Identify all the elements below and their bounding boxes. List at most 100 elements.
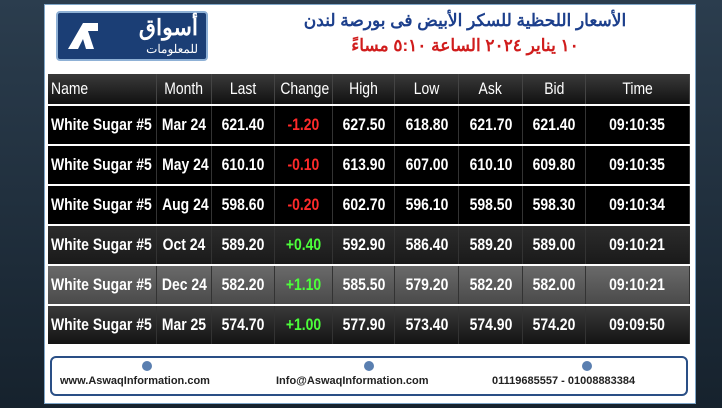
logo-text: أسواق <box>138 15 198 40</box>
table-cell: 598.60 <box>212 186 275 224</box>
phone-icon <box>582 361 592 371</box>
email: Info@AswaqInformation.com <box>276 375 429 387</box>
table-cell: 09:10:21 <box>586 266 690 304</box>
table-cell-text: Oct 24 <box>162 235 206 254</box>
table-cell: May 24 <box>157 146 212 184</box>
logo: أسواق للمعلومات <box>56 11 208 61</box>
table-cell-text: 621.40 <box>221 115 265 134</box>
web-icon <box>142 361 152 371</box>
table-cell-text: -0.20 <box>287 195 320 214</box>
column-header-text: Ask <box>478 79 503 98</box>
table-cell: -1.20 <box>275 106 333 144</box>
table-cell-text: 589.20 <box>221 235 265 254</box>
table-cell-text: 598.50 <box>469 195 512 214</box>
table-cell: 621.40 <box>212 106 275 144</box>
table-cell-text: 627.50 <box>342 115 385 134</box>
column-header-text: High <box>349 79 378 98</box>
table-cell-text: White Sugar #5 <box>51 115 152 134</box>
table-cell-text: -0.10 <box>287 155 320 174</box>
website: www.AswaqInformation.com <box>60 375 210 387</box>
table-cell-text: 610.10 <box>221 155 265 174</box>
table-cell: White Sugar #5 <box>48 106 157 144</box>
table-cell: White Sugar #5 <box>48 146 157 184</box>
table-cell-text: May 24 <box>162 155 209 174</box>
table-cell-text: 582.00 <box>532 275 576 294</box>
table-cell-text: 09:10:35 <box>609 115 666 134</box>
table-cell: Mar 24 <box>157 106 212 144</box>
table-cell-text: +1.00 <box>285 315 322 334</box>
table-cell-text: White Sugar #5 <box>51 315 152 334</box>
column-header-text: Name <box>51 79 89 98</box>
table-cell-text: 582.20 <box>469 275 512 294</box>
table-cell-text: 596.10 <box>405 195 448 214</box>
column-header-text: Time <box>622 79 653 98</box>
table-cell-text: 598.30 <box>532 195 576 214</box>
table-cell: 09:10:35 <box>586 146 690 184</box>
table-cell: 585.50 <box>333 266 395 304</box>
column-header-text: Last <box>229 79 257 98</box>
table-cell: 586.40 <box>395 226 459 264</box>
logo-subtext: للمعلومات <box>146 42 198 56</box>
table-cell: 610.10 <box>212 146 275 184</box>
table-cell-text: 09:10:21 <box>609 275 666 294</box>
table-cell: -0.20 <box>275 186 333 224</box>
column-header: Time <box>586 74 690 104</box>
table-row: White Sugar #5 Mar 25 574.70 +1.00 577.90 573… <box>48 306 690 344</box>
table-cell: 627.50 <box>333 106 395 144</box>
table-row: White Sugar #5 Oct 24 589.20 +0.40 592.90 586… <box>48 226 690 264</box>
table-cell: Oct 24 <box>157 226 212 264</box>
table-cell: White Sugar #5 <box>48 266 157 304</box>
table-cell: 598.30 <box>523 186 586 224</box>
price-table: Name Month Last Change High Low Ask Bid Time Whi… <box>48 72 690 346</box>
header-row: Name Month Last Change High Low Ask Bid Time <box>48 74 690 104</box>
table-cell-text: 598.60 <box>221 195 265 214</box>
table-cell-text: 613.90 <box>342 155 385 174</box>
table-cell-text: 589.20 <box>469 235 512 254</box>
table-cell: Aug 24 <box>157 186 212 224</box>
table-cell: 09:10:35 <box>586 106 690 144</box>
table-cell-text: 09:10:21 <box>609 235 666 254</box>
table-cell-text: 582.20 <box>221 275 265 294</box>
table-cell: 574.20 <box>523 306 586 344</box>
table-cell: Mar 25 <box>157 306 212 344</box>
table-cell: 582.20 <box>459 266 523 304</box>
table-cell-text: 577.90 <box>342 315 385 334</box>
table-cell: 598.50 <box>459 186 523 224</box>
column-header: High <box>333 74 395 104</box>
table-cell-text: 579.20 <box>405 275 448 294</box>
column-header-text: Change <box>280 79 330 98</box>
table-cell-text: 09:10:35 <box>609 155 666 174</box>
table-cell: +1.10 <box>275 266 333 304</box>
table-cell: 574.70 <box>212 306 275 344</box>
column-header: Bid <box>523 74 586 104</box>
table-cell-text: 621.40 <box>532 115 576 134</box>
table-cell-text: 586.40 <box>405 235 448 254</box>
table-cell-text: 589.00 <box>532 235 576 254</box>
logo-mark <box>68 23 98 49</box>
column-header: Name <box>48 74 157 104</box>
phones: 01119685557 - 01008883384 <box>492 375 636 387</box>
table-cell: 589.00 <box>523 226 586 264</box>
table-body: White Sugar #5 Mar 24 621.40 -1.20 627.50 618… <box>48 106 690 344</box>
table-cell-text: 09:09:50 <box>609 315 666 334</box>
column-header-text: Low <box>413 79 440 98</box>
table-cell-text: 585.50 <box>342 275 385 294</box>
table-cell-text: 609.80 <box>532 155 576 174</box>
table-cell-text: -1.20 <box>287 115 320 134</box>
title: الأسعار اللحظية للسكر الأبيض فى بورصة لن… <box>303 11 627 30</box>
table-cell: 582.20 <box>212 266 275 304</box>
table-cell: 589.20 <box>459 226 523 264</box>
table-cell: 613.90 <box>333 146 395 184</box>
table-cell-text: White Sugar #5 <box>51 155 152 174</box>
table-cell: 589.20 <box>212 226 275 264</box>
table-cell-text: 592.90 <box>342 235 385 254</box>
table-cell: White Sugar #5 <box>48 306 157 344</box>
column-header-text: Month <box>164 79 204 98</box>
table-cell: White Sugar #5 <box>48 186 157 224</box>
table-cell-text: 574.90 <box>469 315 512 334</box>
table-cell-text: 573.40 <box>405 315 448 334</box>
table-cell-text: Dec 24 <box>161 275 207 294</box>
table-cell: +0.40 <box>275 226 333 264</box>
table-cell: 607.00 <box>395 146 459 184</box>
